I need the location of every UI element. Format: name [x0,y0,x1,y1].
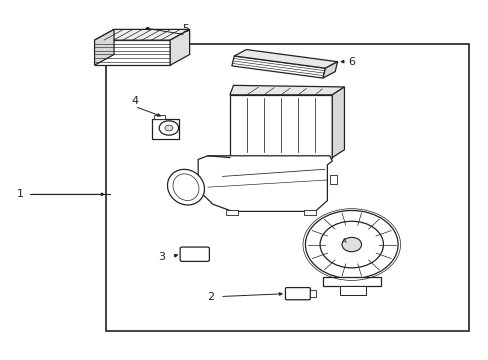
Bar [152,119,178,139]
Circle shape [320,221,383,268]
Bar [226,210,238,215]
Bar [322,277,380,286]
Polygon shape [94,40,170,65]
Ellipse shape [173,174,199,201]
Text: A: A [342,238,346,244]
Bar [229,95,331,158]
Polygon shape [231,56,325,78]
Polygon shape [94,30,114,65]
Bar [304,210,316,215]
Bar [339,286,366,295]
Text: 3: 3 [158,252,165,262]
Circle shape [305,211,397,279]
Bar [154,116,164,119]
Text: 6: 6 [347,57,355,67]
Polygon shape [323,62,337,78]
FancyBboxPatch shape [285,288,310,300]
Text: 4: 4 [131,96,138,106]
Bar [308,290,316,297]
Circle shape [341,237,361,252]
Polygon shape [331,87,344,158]
Polygon shape [198,156,331,211]
Text: 2: 2 [206,292,213,302]
Bar [105,44,468,330]
FancyBboxPatch shape [180,247,209,261]
Bar [329,175,336,184]
Text: 1: 1 [17,189,23,199]
Text: 5: 5 [182,24,189,35]
Polygon shape [229,85,344,95]
Polygon shape [234,50,337,68]
Circle shape [159,121,178,135]
Polygon shape [170,30,189,65]
Circle shape [164,125,172,131]
Polygon shape [94,30,189,40]
Ellipse shape [167,169,204,205]
